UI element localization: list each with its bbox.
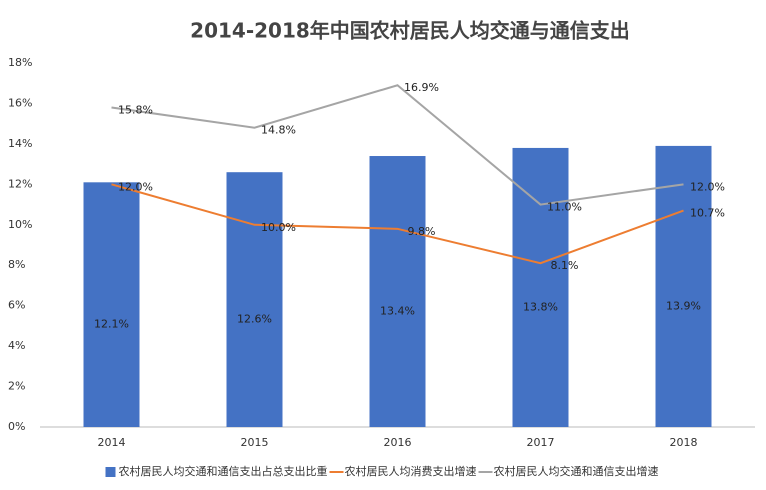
data-label: 10.0%: [261, 221, 296, 234]
y-tick-label: 12%: [8, 177, 32, 190]
bar: [655, 145, 712, 427]
x-tick-label: 2016: [384, 436, 412, 449]
x-tick-label: 2014: [98, 436, 126, 449]
data-label: 11.0%: [547, 201, 582, 214]
data-label: 15.8%: [118, 103, 153, 116]
data-label: 14.8%: [261, 124, 296, 137]
y-tick-label: 16%: [8, 96, 32, 109]
legend-label: 农村居民人均消费支出增速: [345, 464, 477, 478]
y-tick-label: 6%: [8, 299, 25, 312]
chart-title: 2014-2018年中国农村居民人均交通与通信支出: [190, 19, 630, 43]
y-tick-label: 18%: [8, 56, 32, 69]
legend-label: 农村居民人均交通和通信支出占总支出比重: [119, 464, 328, 478]
line: [111, 183, 684, 265]
y-tick-label: 0%: [8, 420, 25, 433]
data-label: 10.7%: [690, 207, 725, 220]
y-tick-label: 10%: [8, 218, 32, 231]
line: [111, 84, 684, 206]
data-label: 12.6%: [237, 313, 272, 326]
data-label: 13.8%: [523, 300, 558, 313]
y-tick-label: 4%: [8, 339, 25, 352]
data-label: 12.0%: [690, 180, 725, 193]
y-tick-label: 8%: [8, 258, 25, 271]
y-tick-label: 14%: [8, 137, 32, 150]
x-tick-label: 2017: [527, 436, 555, 449]
x-tick-label: 2018: [670, 436, 698, 449]
data-label: 12.0%: [118, 180, 153, 193]
x-tick-label: 2015: [241, 436, 269, 449]
data-label: 8.1%: [551, 259, 579, 272]
y-tick-label: 2%: [8, 380, 25, 393]
bar: [512, 147, 569, 427]
bar: [369, 156, 426, 427]
legend-swatch: [105, 467, 116, 477]
data-label: 16.9%: [404, 81, 439, 94]
legend-label: 农村居民人均交通和通信支出增速: [494, 464, 659, 478]
data-label: 12.1%: [94, 318, 129, 331]
data-label: 9.8%: [408, 225, 436, 238]
bar: [226, 172, 283, 427]
legend: 农村居民人均交通和通信支出占总支出比重 农村居民人均消费支出增速 农村居民人均交通和…: [105, 464, 659, 478]
data-label: 13.4%: [380, 305, 415, 318]
bar: [83, 182, 140, 427]
data-label: 13.9%: [666, 299, 701, 312]
